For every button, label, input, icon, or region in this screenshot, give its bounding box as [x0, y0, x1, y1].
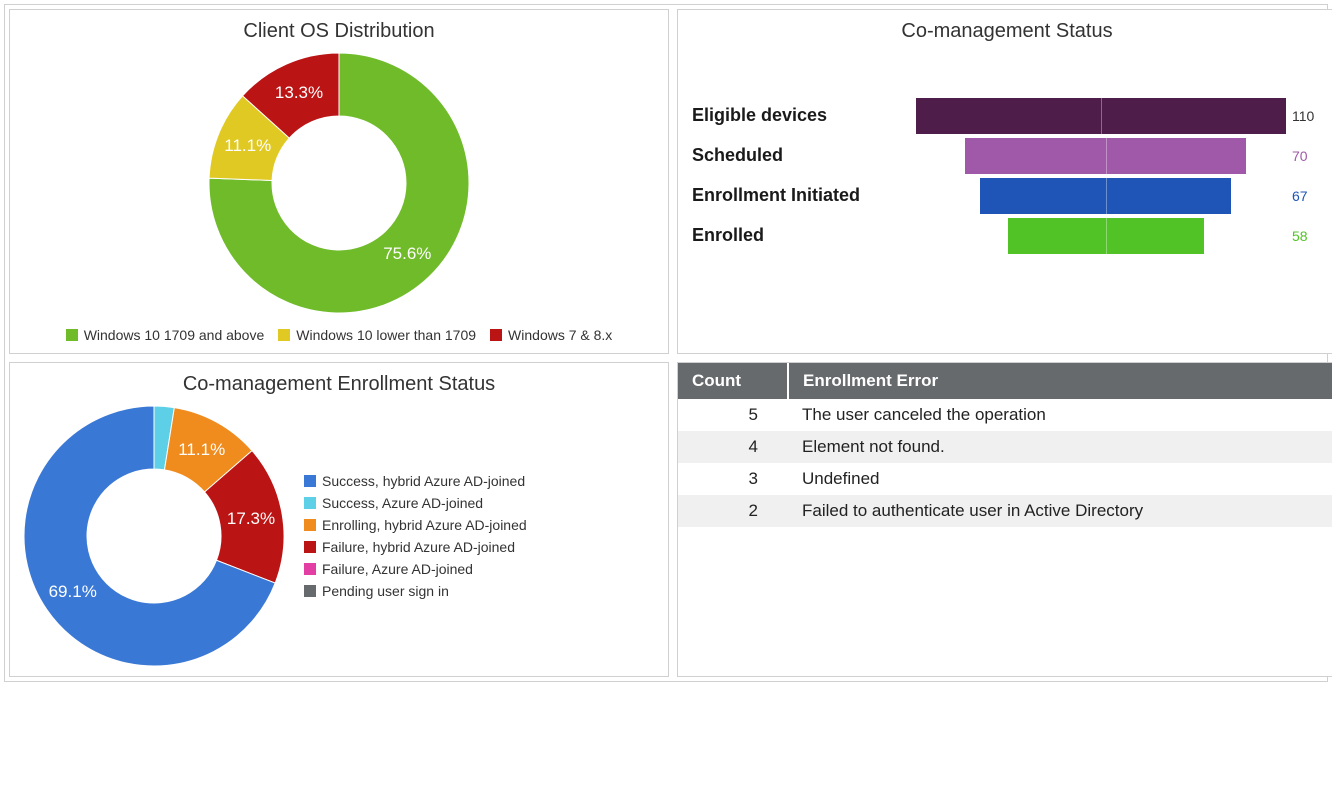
legend-item[interactable]: Failure, hybrid Azure AD-joined	[304, 539, 527, 555]
legend-item[interactable]: Enrolling, hybrid Azure AD-joined	[304, 517, 527, 533]
legend-label: Windows 10 1709 and above	[84, 327, 265, 343]
dashboard-grid: Client OS Distribution 75.6% 11.1% 13.3% W…	[4, 4, 1328, 682]
table-header-count[interactable]: Count	[678, 363, 788, 399]
cell-error: Element not found.	[788, 431, 1332, 463]
funnel-row[interactable]: Scheduled 70	[692, 138, 1322, 174]
legend-swatch	[490, 329, 502, 341]
client-os-donut-wrap: 75.6% 11.1% 13.3%	[24, 53, 654, 313]
legend-swatch	[304, 563, 316, 575]
funnel-label: Scheduled	[692, 145, 925, 167]
legend-label: Failure, Azure AD-joined	[322, 561, 473, 577]
table-row[interactable]: 3Undefined	[678, 463, 1332, 495]
legend-label: Success, Azure AD-joined	[322, 495, 483, 511]
funnel-bar-area	[925, 218, 1286, 254]
donut-slice-label: 13.3%	[275, 83, 323, 103]
legend-swatch	[304, 475, 316, 487]
panel-enroll-status: Co-management Enrollment Status 11.1% 17.…	[9, 362, 669, 677]
funnel-value: 67	[1292, 188, 1322, 204]
client-os-donut: 75.6% 11.1% 13.3%	[209, 53, 469, 313]
legend-item[interactable]: Success, hybrid Azure AD-joined	[304, 473, 527, 489]
comgmt-funnel: Eligible devices 110 Scheduled 70 Enrollment…	[692, 98, 1322, 254]
funnel-row[interactable]: Enrolled 58	[692, 218, 1322, 254]
funnel-bar	[980, 178, 1232, 214]
legend-swatch	[304, 519, 316, 531]
funnel-bar-area	[925, 138, 1286, 174]
donut-slice-label: 11.1%	[178, 440, 225, 460]
cell-error: Undefined	[788, 463, 1332, 495]
panel-error-table: CountEnrollment Error5The user canceled …	[677, 362, 1332, 677]
funnel-value: 110	[1292, 108, 1322, 124]
funnel-bar-area	[916, 98, 1286, 134]
legend-swatch	[304, 497, 316, 509]
legend-item[interactable]: Success, Azure AD-joined	[304, 495, 527, 511]
legend-item[interactable]: Windows 7 & 8.x	[490, 327, 612, 343]
donut-slice-label: 17.3%	[227, 509, 275, 529]
legend-label: Windows 10 lower than 1709	[296, 327, 476, 343]
legend-swatch	[304, 585, 316, 597]
legend-item[interactable]: Windows 10 1709 and above	[66, 327, 265, 343]
enroll-wrap: 11.1% 17.3% 69.1% Success, hybrid Azure AD…	[24, 406, 654, 666]
funnel-bar	[1008, 218, 1204, 254]
table-row[interactable]: 4Element not found.	[678, 431, 1332, 463]
legend-swatch	[304, 541, 316, 553]
panel-client-os: Client OS Distribution 75.6% 11.1% 13.3% W…	[9, 9, 669, 354]
panel-title: Co-management Enrollment Status	[24, 373, 654, 396]
donut-slice-label: 69.1%	[49, 582, 97, 602]
legend-label: Success, hybrid Azure AD-joined	[322, 473, 525, 489]
legend-label: Failure, hybrid Azure AD-joined	[322, 539, 515, 555]
panel-comgmt-status: Co-management Status Eligible devices 110…	[677, 9, 1332, 354]
funnel-bar	[965, 138, 1246, 174]
legend-item[interactable]: Pending user sign in	[304, 583, 527, 599]
cell-error: Failed to authenticate user in Active Di…	[788, 495, 1332, 527]
legend-label: Enrolling, hybrid Azure AD-joined	[322, 517, 527, 533]
cell-count: 3	[678, 463, 788, 495]
legend-item[interactable]: Windows 10 lower than 1709	[278, 327, 476, 343]
funnel-label: Enrollment Initiated	[692, 185, 925, 207]
legend-item[interactable]: Failure, Azure AD-joined	[304, 561, 527, 577]
funnel-label: Eligible devices	[692, 105, 916, 127]
donut-slice-label: 11.1%	[224, 136, 271, 156]
funnel-label: Enrolled	[692, 225, 925, 247]
legend-swatch	[278, 329, 290, 341]
panel-title: Co-management Status	[692, 20, 1322, 43]
cell-count: 4	[678, 431, 788, 463]
donut-slice-label: 75.6%	[383, 244, 431, 264]
funnel-value: 70	[1292, 148, 1322, 164]
funnel-row[interactable]: Enrollment Initiated 67	[692, 178, 1322, 214]
legend-label: Pending user sign in	[322, 583, 449, 599]
funnel-bar	[916, 98, 1286, 134]
panel-title: Client OS Distribution	[24, 20, 654, 43]
enroll-donut: 11.1% 17.3% 69.1%	[24, 406, 284, 666]
table-row[interactable]: 5The user canceled the operation	[678, 399, 1332, 431]
enrollment-error-table: CountEnrollment Error5The user canceled …	[678, 363, 1332, 527]
client-os-legend: Windows 10 1709 and above Windows 10 lowe…	[24, 327, 654, 343]
enroll-legend: Success, hybrid Azure AD-joined Success, …	[304, 473, 527, 599]
cell-count: 2	[678, 495, 788, 527]
cell-error: The user canceled the operation	[788, 399, 1332, 431]
table-header-error[interactable]: Enrollment Error	[788, 363, 1332, 399]
cell-count: 5	[678, 399, 788, 431]
funnel-bar-area	[925, 178, 1286, 214]
table-row[interactable]: 2Failed to authenticate user in Active D…	[678, 495, 1332, 527]
legend-label: Windows 7 & 8.x	[508, 327, 612, 343]
funnel-value: 58	[1292, 228, 1322, 244]
funnel-row[interactable]: Eligible devices 110	[692, 98, 1322, 134]
legend-swatch	[66, 329, 78, 341]
